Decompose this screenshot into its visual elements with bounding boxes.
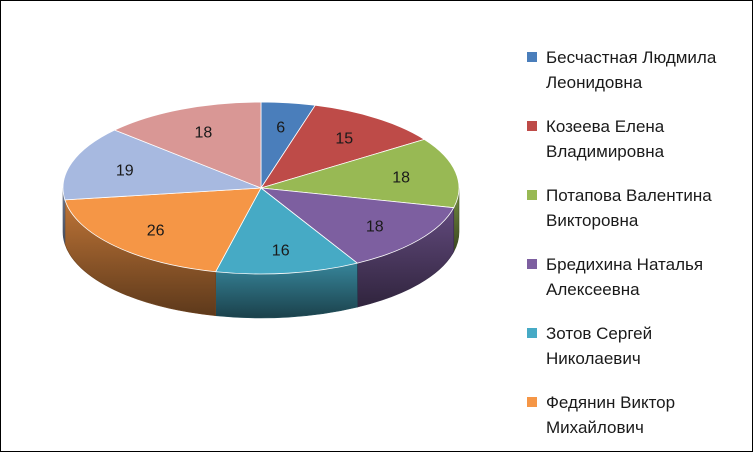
data-label: 15 <box>335 131 353 148</box>
pie-tops <box>62 101 460 275</box>
legend-label: Козеева Елена <box>546 117 665 136</box>
pie-slice <box>215 187 359 275</box>
legend-label: Бредихина Наталья <box>546 255 704 274</box>
legend-swatch <box>527 397 537 407</box>
legend-label-line2: Владимировна <box>546 142 665 161</box>
legend-item: Бесчастная Людмила Леонидовна <box>527 45 749 95</box>
legend-label-line2: Николаевич <box>546 349 641 368</box>
legend-label: Федянин Виктор <box>546 393 676 412</box>
data-label: 18 <box>392 170 410 187</box>
data-labels: 6 15 18 18 16 26 19 18 <box>116 120 410 260</box>
legend-swatch <box>527 121 537 131</box>
data-label: 18 <box>366 218 384 235</box>
pie-sides <box>62 187 460 319</box>
legend-swatch <box>527 190 537 200</box>
pie-slice <box>113 101 262 189</box>
legend-swatch <box>527 259 537 269</box>
legend-item: Козеева Елена Владимировна <box>527 114 749 164</box>
legend-swatch <box>527 328 537 338</box>
pie-slice <box>62 129 262 201</box>
data-label: 19 <box>116 163 134 180</box>
pie-slice <box>259 187 455 264</box>
legend-label-line2: Алексеевна <box>546 280 640 299</box>
data-label: 26 <box>147 223 165 240</box>
legend-label: Потапова Валентина <box>546 186 712 205</box>
pie-slice <box>260 104 426 189</box>
legend-item: Зотов Сергей Николаевич <box>527 321 749 371</box>
legend-label-line2: Михайлович <box>546 418 644 437</box>
legend-label: Зотов Сергей <box>546 324 653 343</box>
pie-slice <box>260 138 460 209</box>
data-label: 18 <box>195 124 213 141</box>
legend-item: Потапова Валентина Викторовна <box>527 183 749 233</box>
legend-label-line2: Викторовна <box>546 211 639 230</box>
legend-label-line2: Леонидовна <box>546 73 643 92</box>
data-label: 6 <box>276 120 285 137</box>
legend-item: Федянин Виктор Михайлович <box>527 390 749 440</box>
pie-chart: 6 15 18 18 16 26 19 18 <box>62 101 460 319</box>
pie-slice <box>64 187 262 273</box>
data-label: 16 <box>272 242 290 259</box>
legend-label: Бесчастная Людмила <box>546 48 717 67</box>
legend-item: Бредихина Наталья Алексеевна <box>527 252 749 302</box>
legend: Бесчастная Людмила Леонидовна Козеева Ел… <box>527 45 749 459</box>
legend-swatch <box>527 52 537 62</box>
